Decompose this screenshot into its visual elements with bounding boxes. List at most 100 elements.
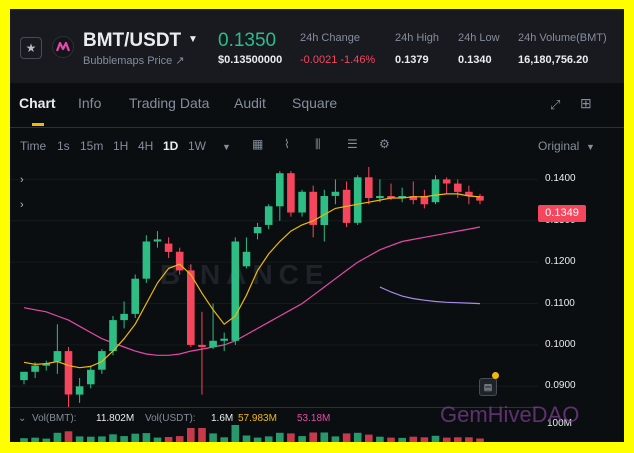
layout-grid-icon[interactable]: ⊞ bbox=[580, 95, 592, 111]
volume-bar-0 bbox=[20, 438, 28, 442]
drawing-tools-icon[interactable]: ☰ bbox=[347, 137, 358, 151]
tab-bar bbox=[10, 83, 624, 128]
candle-body-0 bbox=[20, 371, 28, 381]
candle-body-30 bbox=[353, 177, 362, 223]
candle-body-13 bbox=[164, 243, 173, 252]
candle-body-2 bbox=[42, 363, 51, 366]
indicator-chart-icon[interactable]: ⌇ bbox=[284, 137, 290, 151]
candle-body-26 bbox=[309, 191, 317, 225]
tab-trading-data[interactable]: Trading Data bbox=[129, 95, 210, 111]
ma-mid-line bbox=[23, 226, 481, 356]
tab-chart[interactable]: Chart bbox=[19, 95, 56, 111]
pair-symbol[interactable]: BMT/USDT bbox=[83, 30, 182, 51]
volume-bar-4 bbox=[64, 431, 73, 442]
ma-slow-line bbox=[379, 286, 481, 305]
volume-bar-7 bbox=[98, 436, 106, 442]
more-intervals-caret-icon[interactable]: ▼ bbox=[222, 142, 231, 152]
volume-bar-19 bbox=[231, 425, 240, 442]
volume-ma1-value: 57.983M bbox=[238, 413, 277, 424]
indicator-panel-icon[interactable]: ▤ bbox=[479, 378, 497, 396]
volume-bar-13 bbox=[164, 437, 173, 442]
volume-bar-32 bbox=[376, 436, 384, 442]
volume-bar-10 bbox=[131, 433, 139, 442]
candle-body-22 bbox=[264, 206, 273, 225]
candle-body-41 bbox=[476, 196, 484, 201]
price-axis-label: 0.1100 bbox=[545, 297, 575, 309]
view-mode-caret-icon[interactable]: ▼ bbox=[586, 142, 595, 152]
volume-bar-6 bbox=[87, 436, 95, 442]
volume-bar-40 bbox=[465, 437, 473, 442]
candle-body-15 bbox=[187, 270, 195, 345]
candle-body-10 bbox=[131, 278, 139, 314]
interval-4h[interactable]: 4H bbox=[138, 139, 154, 153]
candle-body-20 bbox=[242, 251, 251, 267]
trading-window: ★ BMT/USDT ▼ Bubblemaps Price ↗ 0.1350 $… bbox=[10, 9, 624, 442]
candle-body-4 bbox=[64, 351, 73, 395]
stat-24h-change-label: 24h Change bbox=[300, 32, 360, 44]
last-price-usd: $0.13500000 bbox=[218, 54, 283, 66]
candle-body-8 bbox=[109, 320, 117, 352]
interval-15m[interactable]: 15m bbox=[80, 139, 104, 153]
interval-1s[interactable]: 1s bbox=[57, 139, 70, 153]
interval-1w[interactable]: 1W bbox=[188, 139, 206, 153]
volume-bar-31 bbox=[365, 434, 373, 442]
candle-body-6 bbox=[87, 369, 95, 385]
notification-dot bbox=[492, 372, 499, 379]
token-logo bbox=[52, 36, 74, 58]
price-axis-label: 0.1200 bbox=[545, 256, 576, 268]
price-axis-label: 0.1400 bbox=[545, 173, 576, 185]
expand-indicator-chevron-icon[interactable]: › bbox=[20, 174, 24, 186]
expand-indicator-chevron-icon-2[interactable]: › bbox=[20, 199, 24, 211]
pair-dropdown-caret-icon[interactable]: ▼ bbox=[188, 34, 198, 45]
candle-body-11 bbox=[142, 241, 151, 279]
candle-body-12 bbox=[153, 239, 162, 242]
view-mode-select[interactable]: Original bbox=[538, 139, 580, 153]
volume-bar-25 bbox=[298, 436, 306, 442]
volume-bar-34 bbox=[398, 437, 406, 442]
candle-type-icon[interactable]: ⫼ bbox=[315, 137, 321, 151]
volume-ma2-value: 53.18M bbox=[297, 413, 331, 424]
tab-audit[interactable]: Audit bbox=[234, 95, 266, 111]
volume-bar-22 bbox=[264, 436, 273, 442]
volume-bar-41 bbox=[476, 438, 484, 442]
time-label[interactable]: Time bbox=[20, 139, 47, 153]
interval-1d[interactable]: 1D bbox=[163, 139, 179, 153]
candle-body-25 bbox=[298, 191, 306, 213]
volume-bar-29 bbox=[342, 433, 351, 442]
candle-body-31 bbox=[365, 177, 373, 198]
stat-24h-low-value: 0.1340 bbox=[458, 54, 492, 66]
settings-gear-icon[interactable]: ⚙ bbox=[379, 137, 390, 151]
volume-bar-18 bbox=[220, 437, 228, 442]
stat-24h-volume-label: 24h Volume(BMT) bbox=[518, 32, 607, 44]
volume-bar-17 bbox=[209, 433, 217, 442]
expand-icon[interactable]: ⤢ bbox=[550, 97, 561, 112]
tab-info[interactable]: Info bbox=[78, 95, 102, 111]
candle-body-39 bbox=[454, 183, 462, 192]
volume-bar-21 bbox=[253, 437, 262, 442]
volume-chevron-icon[interactable]: ⌄ bbox=[18, 413, 27, 424]
candle-body-16 bbox=[198, 344, 206, 347]
gemhivedao-watermark: GemHiveDAO bbox=[440, 402, 580, 427]
candle-body-34 bbox=[398, 196, 406, 199]
candle-body-21 bbox=[253, 227, 262, 234]
candle-body-7 bbox=[98, 351, 106, 370]
candlestick-chart[interactable] bbox=[10, 167, 538, 407]
candle-body-14 bbox=[175, 251, 184, 271]
volume-bar-38 bbox=[442, 437, 451, 442]
volume-bmt-label: Vol(BMT): bbox=[32, 413, 77, 424]
volume-bar-15 bbox=[187, 428, 195, 442]
token-subtitle-link[interactable]: Bubblemaps Price ↗ bbox=[83, 55, 185, 67]
candle-body-19 bbox=[231, 241, 240, 341]
candle-body-9 bbox=[120, 313, 128, 321]
volume-bar-1 bbox=[31, 437, 39, 442]
candle-body-32 bbox=[376, 196, 384, 199]
interval-1h[interactable]: 1H bbox=[113, 139, 129, 153]
tab-square[interactable]: Square bbox=[292, 95, 338, 111]
stat-24h-volume-value: 16,180,756.20 bbox=[518, 54, 589, 66]
current-price-tag: 0.1349 bbox=[538, 205, 586, 222]
favorite-star-button[interactable]: ★ bbox=[20, 37, 42, 59]
calendar-icon[interactable]: ▦ bbox=[252, 137, 264, 151]
volume-bar-28 bbox=[331, 436, 340, 442]
volume-bar-5 bbox=[75, 436, 84, 442]
